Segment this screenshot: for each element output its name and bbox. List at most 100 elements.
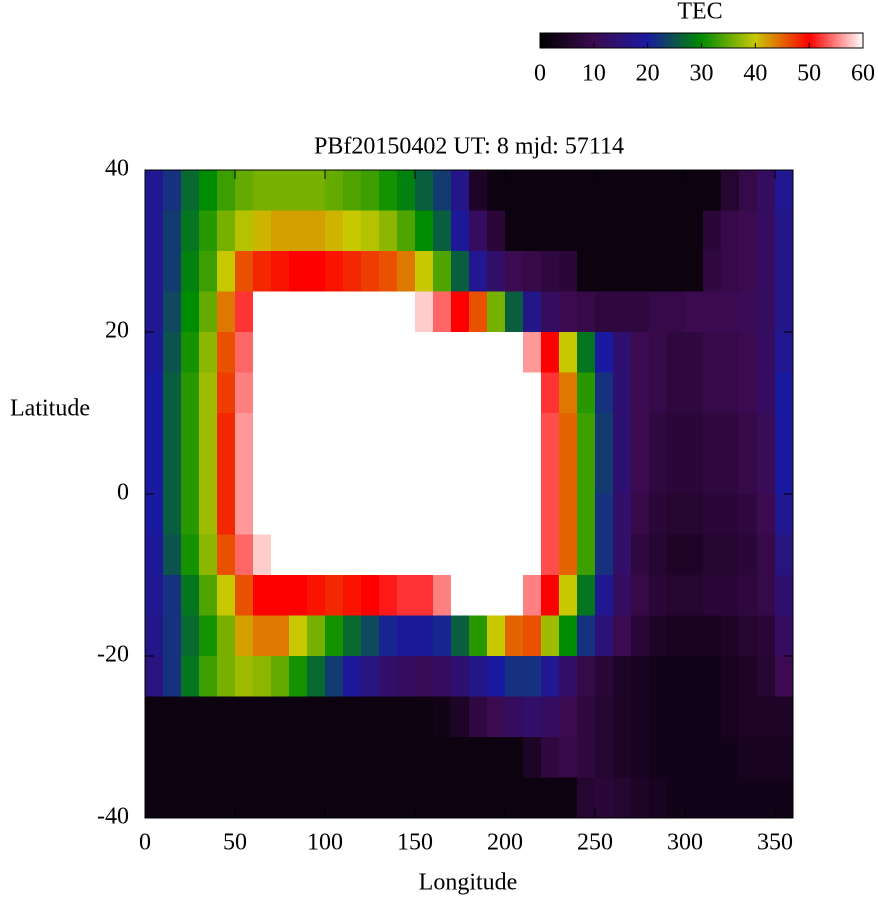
cell: [181, 615, 200, 657]
cell: [235, 615, 254, 657]
cell: [415, 737, 434, 778]
cell: [487, 413, 506, 454]
cell: [649, 453, 668, 495]
cell: [469, 575, 488, 616]
cell: [595, 534, 614, 576]
colorbar-tick-label: 50: [797, 61, 821, 87]
cell: [523, 656, 542, 697]
cell: [667, 737, 686, 778]
cell: [217, 453, 236, 495]
cell: [163, 534, 182, 576]
cell: [217, 656, 236, 697]
cell: [361, 575, 380, 616]
cell: [721, 534, 740, 576]
cell: [739, 737, 758, 778]
cell: [505, 737, 524, 778]
cell: [541, 534, 560, 576]
chart-title: PBf20150402 UT: 8 mjd: 57114: [314, 134, 624, 160]
cell: [307, 777, 326, 819]
cell: [307, 170, 326, 211]
cell: [595, 494, 614, 535]
x-tick-label: 100: [307, 830, 343, 856]
cell: [595, 696, 614, 738]
cell: [361, 615, 380, 657]
cell: [703, 251, 722, 292]
cell: [523, 737, 542, 778]
cell: [415, 575, 434, 616]
cell: [649, 777, 668, 819]
cell: [757, 372, 776, 414]
cell: [343, 575, 362, 616]
cell: [145, 251, 164, 292]
cell: [343, 210, 362, 252]
cell: [685, 413, 704, 454]
cell: [433, 777, 452, 819]
cell: [235, 656, 254, 697]
cell: [451, 210, 470, 252]
cell: [163, 615, 182, 657]
cell: [469, 291, 488, 333]
cell: [235, 494, 254, 535]
cell: [271, 210, 290, 252]
cell: [163, 696, 182, 738]
cell: [559, 777, 578, 819]
cell: [721, 696, 740, 738]
cell: [523, 332, 542, 373]
cell: [649, 696, 668, 738]
cell: [739, 291, 758, 333]
cell: [739, 170, 758, 211]
cell: [379, 737, 398, 778]
cell: [667, 575, 686, 616]
cell: [361, 737, 380, 778]
cell: [163, 210, 182, 252]
cell: [163, 372, 182, 414]
cell: [685, 656, 704, 697]
cell: [523, 575, 542, 616]
cell: [631, 210, 650, 252]
cell: [505, 575, 524, 616]
cell: [217, 575, 236, 616]
cell: [163, 332, 182, 373]
cell: [523, 696, 542, 738]
cell: [433, 170, 452, 211]
cell: [775, 291, 794, 333]
cell: [685, 210, 704, 252]
cell: [145, 696, 164, 738]
cell: [307, 696, 326, 738]
cell: [721, 494, 740, 535]
cell: [253, 575, 272, 616]
cell: [397, 737, 416, 778]
cell: [739, 534, 758, 576]
x-tick-label: 350: [757, 830, 793, 856]
cell: [415, 696, 434, 738]
cell: [685, 615, 704, 657]
cell: [235, 453, 254, 495]
cell: [487, 170, 506, 211]
cell: [541, 575, 560, 616]
cell: [487, 453, 506, 495]
cell: [631, 656, 650, 697]
cell: [595, 291, 614, 333]
cell: [757, 777, 776, 819]
cell: [415, 372, 434, 414]
cell: [433, 615, 452, 657]
cell: [703, 210, 722, 252]
cell: [433, 291, 452, 333]
cell: [325, 615, 344, 657]
cell: [325, 413, 344, 454]
cell: [487, 291, 506, 333]
cell: [397, 372, 416, 414]
colorbar-tick-label: 60: [851, 61, 875, 87]
cell: [325, 372, 344, 414]
cell: [397, 210, 416, 252]
cell: [289, 494, 308, 535]
y-tick-label: -40: [97, 804, 129, 830]
cell: [757, 696, 776, 738]
cell: [685, 251, 704, 292]
cell: [523, 210, 542, 252]
cell: [199, 251, 218, 292]
cell: [325, 251, 344, 292]
cell: [469, 210, 488, 252]
cell: [199, 737, 218, 778]
cell: [415, 615, 434, 657]
